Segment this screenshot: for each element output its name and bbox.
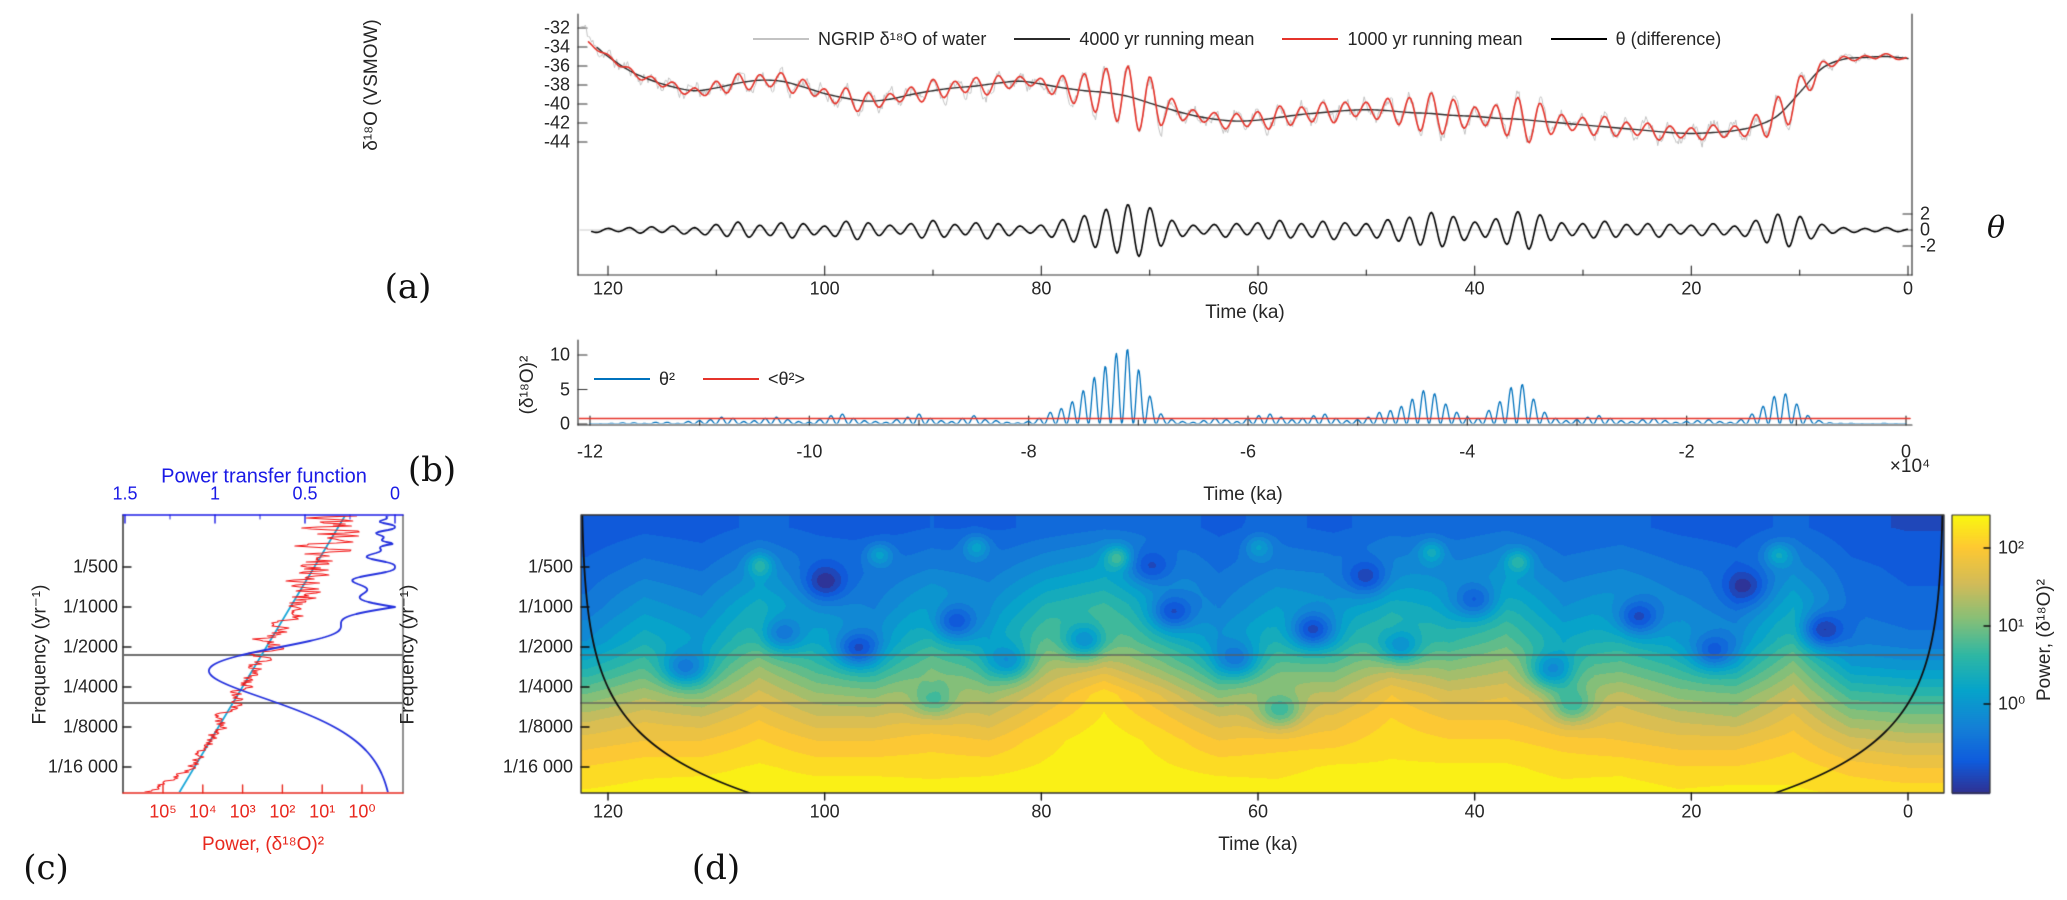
- panel-b-letter: (b): [407, 450, 457, 490]
- panel-a-y-axis-label: δ¹⁸O (VSMOW): [361, 19, 382, 151]
- panel-a-ytick: -32: [543, 17, 570, 38]
- panel-a-xtick: 120: [592, 278, 624, 299]
- panel-c-top-tick: 1.5: [112, 483, 138, 504]
- panel-a-ytick: -36: [543, 55, 570, 76]
- legend-item: <θ²>: [703, 369, 805, 390]
- panel-b-xtick: -8: [1020, 441, 1037, 462]
- panel-a-right-tick: -2: [1920, 235, 1937, 256]
- panel-a-xtick: 80: [1031, 278, 1052, 299]
- panel-c-letter: (c): [23, 848, 69, 888]
- panel-c-top-tick: 0.5: [292, 483, 318, 504]
- panel-b-xtick: -6: [1239, 441, 1256, 462]
- colorbar-tick: 10⁰: [1998, 693, 2026, 714]
- panel-d-xtick: 60: [1247, 801, 1269, 822]
- panel-a-legend: NGRIP δ¹⁸O of water 4000 yr running mean 1…: [753, 27, 1749, 51]
- panel-a-ytick: -42: [543, 112, 570, 133]
- panel-b-xtick: -2: [1678, 441, 1695, 462]
- panel-a-xtick: 100: [809, 278, 840, 299]
- panel-d-freq-tick: 1/2000: [517, 636, 573, 657]
- panel-c-bottom-tick: 10²: [269, 801, 296, 822]
- legend-item: θ²: [594, 369, 675, 390]
- panel-a-ytick: -34: [543, 36, 570, 57]
- panel-d-letter: (d): [691, 848, 741, 888]
- panel-a-right-tick: 2: [1920, 203, 1931, 224]
- panel-b-xtick: -4: [1459, 441, 1476, 462]
- panel-a-ytick: -38: [543, 74, 570, 95]
- legend-item: θ (difference): [1550, 28, 1722, 50]
- panel-c-title: Power transfer function: [161, 465, 367, 488]
- panel-a-x-axis-label: Time (ka): [1205, 302, 1285, 323]
- panel-a-xtick: 0: [1903, 278, 1914, 299]
- panel-a-xtick: 40: [1464, 278, 1485, 299]
- panel-a-letter: (a): [384, 267, 432, 307]
- panel-b-axis-exponent: ×10⁴: [1889, 456, 1931, 477]
- panel-b-y-axis-label: (δ¹⁸O)²: [517, 355, 538, 415]
- legend-label: <θ²>: [768, 368, 806, 389]
- panel-d-xtick: 80: [1031, 801, 1052, 822]
- legend-item: NGRIP δ¹⁸O of water: [753, 29, 986, 50]
- panel-a-ytick: -40: [543, 93, 570, 114]
- panel-c-bottom-tick: 10⁵: [149, 801, 177, 822]
- panel-d-xtick: 120: [592, 801, 624, 822]
- legend-label: θ (difference): [1615, 28, 1722, 49]
- panel-c-bottom-tick: 10⁰: [348, 801, 376, 822]
- panel-d-freq-tick: 1/4000: [517, 676, 573, 697]
- legend-label: θ²: [659, 368, 676, 389]
- panel-d-freq-tick: 1/16 000: [502, 756, 573, 777]
- legend-label: 4000 yr running mean: [1079, 28, 1255, 49]
- legend-item: 4000 yr running mean: [1014, 29, 1254, 50]
- legend-line-swatch: [594, 378, 650, 380]
- legend-line-swatch: [1282, 38, 1339, 40]
- panel-b-x-axis-label: Time (ka): [1203, 484, 1283, 505]
- panel-d-xtick: 20: [1681, 801, 1702, 822]
- panel-b-ytick: 5: [559, 379, 570, 399]
- panel-a-right-axis-label: θ: [1986, 210, 2006, 246]
- legend-label: NGRIP δ¹⁸O of water: [818, 28, 987, 49]
- legend-line-swatch: [703, 378, 760, 380]
- colorbar-label: Power, (δ¹⁸O)²: [2034, 578, 2055, 702]
- panel-c-top-tick: 0: [389, 483, 401, 504]
- panel-a-right-tick: 0: [1920, 219, 1931, 240]
- panel-d-y-axis-label: Frequency (yr⁻¹): [397, 584, 419, 725]
- legend-label: 1000 yr running mean: [1347, 28, 1523, 49]
- panel-b-ytick: 0: [559, 413, 570, 434]
- panel-d-xtick: 0: [1903, 801, 1914, 822]
- panel-c-freq-tick: 1/1000: [62, 596, 118, 617]
- panel-b-ytick: 10: [549, 344, 570, 365]
- legend-line-swatch: [1014, 38, 1071, 40]
- legend-line-swatch: [1550, 38, 1607, 40]
- panel-c-freq-tick: 1/8000: [62, 716, 118, 737]
- legend-item: 1000 yr running mean: [1282, 28, 1523, 50]
- panel-c-freq-tick: 1/16 000: [47, 756, 118, 777]
- panel-d-freq-tick: 1/500: [527, 556, 573, 577]
- panel-c-bottom-tick: 10³: [229, 801, 256, 822]
- panel-a-ytick: -44: [543, 131, 570, 152]
- panel-c-freq-tick: 1/500: [72, 556, 118, 577]
- panel-c-freq-tick: 1/2000: [62, 636, 118, 657]
- panel-b-xtick: 0: [1900, 441, 1911, 462]
- panel-b-xtick: -12: [576, 441, 604, 462]
- panel-c-bottom-tick: 10¹: [309, 801, 336, 822]
- panel-d-xtick: 40: [1464, 801, 1485, 822]
- panel-d-freq-tick: 1/1000: [517, 596, 573, 617]
- panel-d-x-axis-label: Time (ka): [1218, 834, 1298, 855]
- panel-a-xtick: 60: [1247, 278, 1269, 299]
- panel-a-xtick: 20: [1681, 278, 1702, 299]
- panel-c-freq-tick: 1/4000: [62, 676, 118, 697]
- panel-c-bottom-tick: 10⁴: [188, 801, 217, 822]
- legend-line-swatch: [753, 38, 809, 40]
- panel-d-xtick: 100: [809, 801, 840, 822]
- panel-c-top-tick: 1: [209, 483, 221, 504]
- panel-b-xtick: -10: [796, 441, 823, 462]
- colorbar-tick: 10²: [1998, 537, 2025, 558]
- colorbar-tick: 10¹: [1998, 615, 2025, 636]
- panel-d-freq-tick: 1/8000: [517, 716, 573, 737]
- panel-b-legend: θ² <θ²>: [594, 368, 833, 390]
- panel-c-bottom-axis-label: Power, (δ¹⁸O)²: [201, 834, 325, 855]
